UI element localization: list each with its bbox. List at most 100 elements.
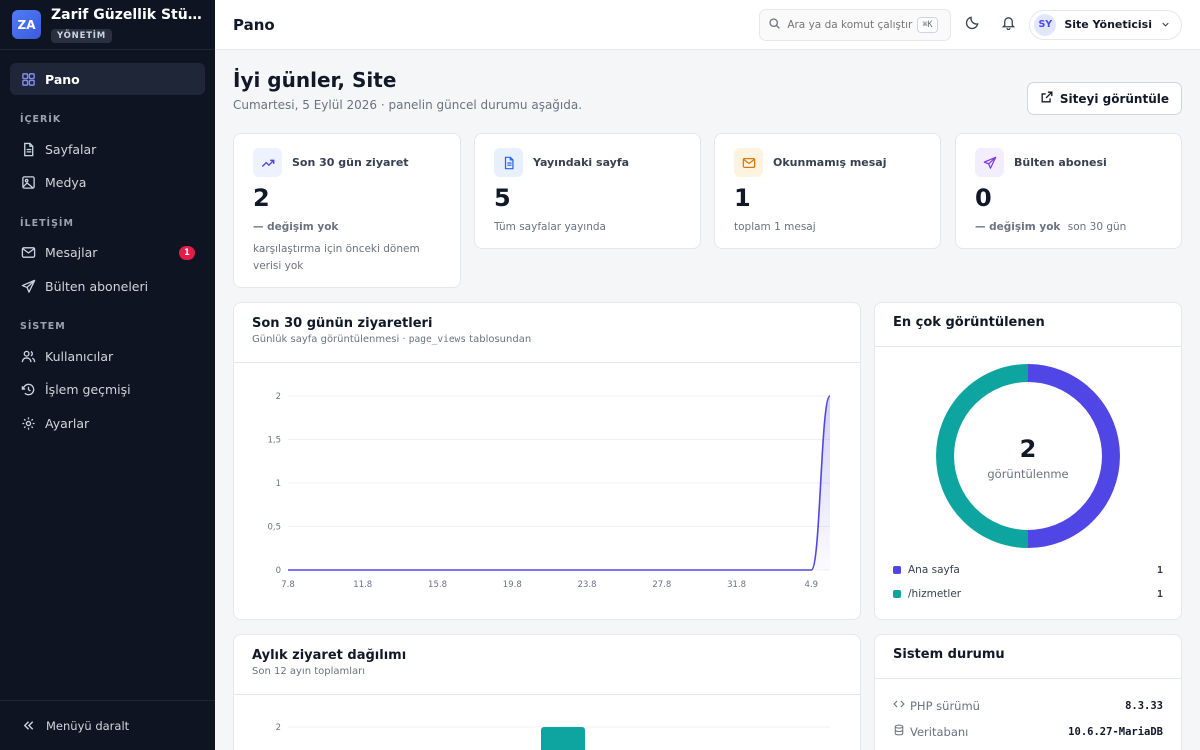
brand-name: Zarif Güzellik Stüdyosu — [51, 6, 203, 23]
sidebar-item-label: Pano — [45, 71, 80, 87]
y-tick-label: 2 — [276, 392, 281, 402]
moon-icon — [965, 15, 980, 34]
monthly-bar-chart: 2 — [276, 723, 830, 750]
bell-icon — [1001, 15, 1016, 34]
legend-label: Ana sayfa — [908, 564, 960, 576]
card-subtitle-tail: tablosundan — [466, 334, 532, 345]
visits-line — [287, 395, 831, 571]
sidebar-item-mesajlar[interactable]: Mesajlar 1 — [10, 237, 205, 269]
x-tick-label: 27.8 — [652, 580, 671, 590]
legend-item[interactable]: Ana sayfa 1 — [893, 564, 1163, 576]
card-title: Sistem durumu — [893, 647, 1005, 662]
system-value: 8.3.33 — [1125, 699, 1163, 712]
top-viewed-card: En çok görüntülenen 2 görüntülenme Ana s… — [874, 302, 1182, 620]
sidebar-item-label: Bülten aboneleri — [45, 278, 149, 294]
mail-icon — [20, 245, 36, 261]
page-title: Pano — [233, 15, 275, 34]
x-tick-label: 23.8 — [578, 580, 597, 590]
legend-swatch — [893, 590, 901, 598]
stat-period: son 30 gün — [1067, 221, 1127, 233]
x-tick-label: 7.8 — [281, 580, 295, 590]
stat-card-messages: Okunmamış mesaj 1 toplam 1 mesaj — [714, 133, 941, 249]
sidebar-item-label: Sayfalar — [45, 141, 97, 157]
card-title: Son 30 günün ziyaretleri — [252, 316, 433, 331]
sidebar-item-medya[interactable]: Medya — [10, 167, 205, 199]
sidebar-item-pano[interactable]: Pano — [10, 63, 205, 95]
donut-total: 2 — [1019, 435, 1037, 463]
stat-card-subscribers: Bülten abonesi 0 — değişim yok son 30 gü… — [955, 133, 1182, 249]
stat-value: 2 — [253, 184, 270, 212]
stat-sub: toplam 1 mesaj — [734, 221, 816, 233]
greeting: İyi günler, Site — [233, 68, 397, 92]
legend-value: 1 — [1156, 564, 1163, 576]
card-subtitle-text: Günlük sayfa görüntülenmesi · — [252, 334, 409, 345]
sidebar-nav: Pano İÇERİK Sayfalar Medya İLETİŞİM Mesa… — [0, 50, 215, 439]
dashboard-icon — [20, 71, 36, 87]
file-icon — [494, 148, 523, 177]
trending-up-icon — [253, 148, 282, 177]
image-icon — [20, 175, 36, 191]
stat-value: 5 — [494, 184, 511, 212]
avatar: SY — [1034, 13, 1057, 36]
send-icon — [20, 278, 36, 294]
system-row: Veritabanı 10.6.27-MariaDB — [893, 724, 1163, 739]
sidebar-item-sayfalar[interactable]: Sayfalar — [10, 133, 205, 165]
legend-item[interactable]: /hizmetler 1 — [893, 588, 1163, 600]
x-tick-label: 19.8 — [503, 580, 522, 590]
stat-card-pages: Yayındaki sayfa 5 Tüm sayfalar yayında — [474, 133, 701, 249]
nav-section-title: SİSTEM — [20, 321, 66, 332]
y-tick-label: 0,5 — [267, 523, 281, 533]
date-subtitle: Cumartesi, 5 Eylül 2026 · panelin güncel… — [233, 98, 583, 112]
stat-note: karşılaştırma için önceki dönem verisi y… — [253, 243, 420, 272]
bar — [541, 727, 585, 750]
sidebar: ZA Zarif Güzellik Stüdyosu YÖNETİM Pano … — [0, 0, 215, 750]
stat-change-strong: — değişim yok — [975, 221, 1061, 233]
main-content: İyi günler, Site Cumartesi, 5 Eylül 2026… — [215, 50, 1200, 750]
user-menu[interactable]: SY Site Yöneticisi — [1029, 9, 1182, 40]
legend-swatch — [893, 566, 901, 574]
user-name: Site Yöneticisi — [1064, 18, 1152, 31]
external-link-icon — [1040, 90, 1060, 107]
chevrons-left-icon — [20, 718, 36, 734]
brand-logo: ZA — [12, 10, 41, 39]
collapse-label: Menüyü daralt — [46, 718, 130, 733]
visits-chart-card: Son 30 günün ziyaretleri Günlük sayfa gö… — [233, 302, 861, 620]
stat-change: — değişim yok son 30 gün — [975, 221, 1126, 233]
users-icon — [20, 348, 36, 364]
x-tick-label: 31.8 — [727, 580, 746, 590]
y-tick-label: 1 — [276, 479, 281, 489]
notifications-button[interactable] — [993, 10, 1023, 40]
x-tick-label: 4.9 — [805, 580, 819, 590]
nav-section-title: İÇERİK — [20, 114, 62, 125]
view-site-button[interactable]: Siteyi görüntüle — [1026, 82, 1182, 115]
history-icon — [20, 382, 36, 398]
stat-label: Okunmamış mesaj — [773, 156, 887, 169]
sidebar-item-kullanicilar[interactable]: Kullanıcılar — [10, 340, 205, 372]
topbar: Pano ⌘K SY Site Yöneticisi — [215, 0, 1200, 50]
brand[interactable]: ZA Zarif Güzellik Stüdyosu YÖNETİM — [0, 0, 215, 50]
search-input[interactable] — [787, 18, 918, 31]
legend-label: /hizmetler — [908, 588, 962, 600]
stat-value: 0 — [975, 184, 992, 212]
sidebar-item-islem-gecmisi[interactable]: İşlem geçmişi — [10, 374, 205, 406]
unread-badge: 1 — [179, 245, 195, 260]
sidebar-item-ayarlar[interactable]: Ayarlar — [10, 407, 205, 439]
system-label: PHP sürümü — [910, 698, 980, 713]
system-value: 10.6.27-MariaDB — [1068, 725, 1163, 738]
x-tick-label: 11.8 — [353, 580, 372, 590]
stat-card-visits: Son 30 gün ziyaret 2 — değişim yok karşı… — [233, 133, 461, 288]
sidebar-item-label: Ayarlar — [45, 415, 90, 431]
collapse-menu-button[interactable]: Menüyü daralt — [0, 700, 215, 750]
database-icon — [893, 724, 910, 739]
search-box[interactable]: ⌘K — [759, 8, 952, 41]
search-icon — [768, 15, 781, 34]
gear-icon — [20, 415, 36, 431]
stat-label: Bülten abonesi — [1014, 156, 1107, 169]
sidebar-item-label: Medya — [45, 175, 87, 190]
sidebar-item-bulten[interactable]: Bülten aboneleri — [10, 270, 205, 302]
theme-toggle-button[interactable] — [957, 10, 987, 40]
system-status-card: Sistem durumu PHP sürümü 8.3.33 Veritaba… — [874, 634, 1182, 750]
top-viewed-donut-chart — [936, 364, 1120, 548]
card-title: Aylık ziyaret dağılımı — [252, 648, 407, 663]
mail-icon — [734, 148, 763, 177]
